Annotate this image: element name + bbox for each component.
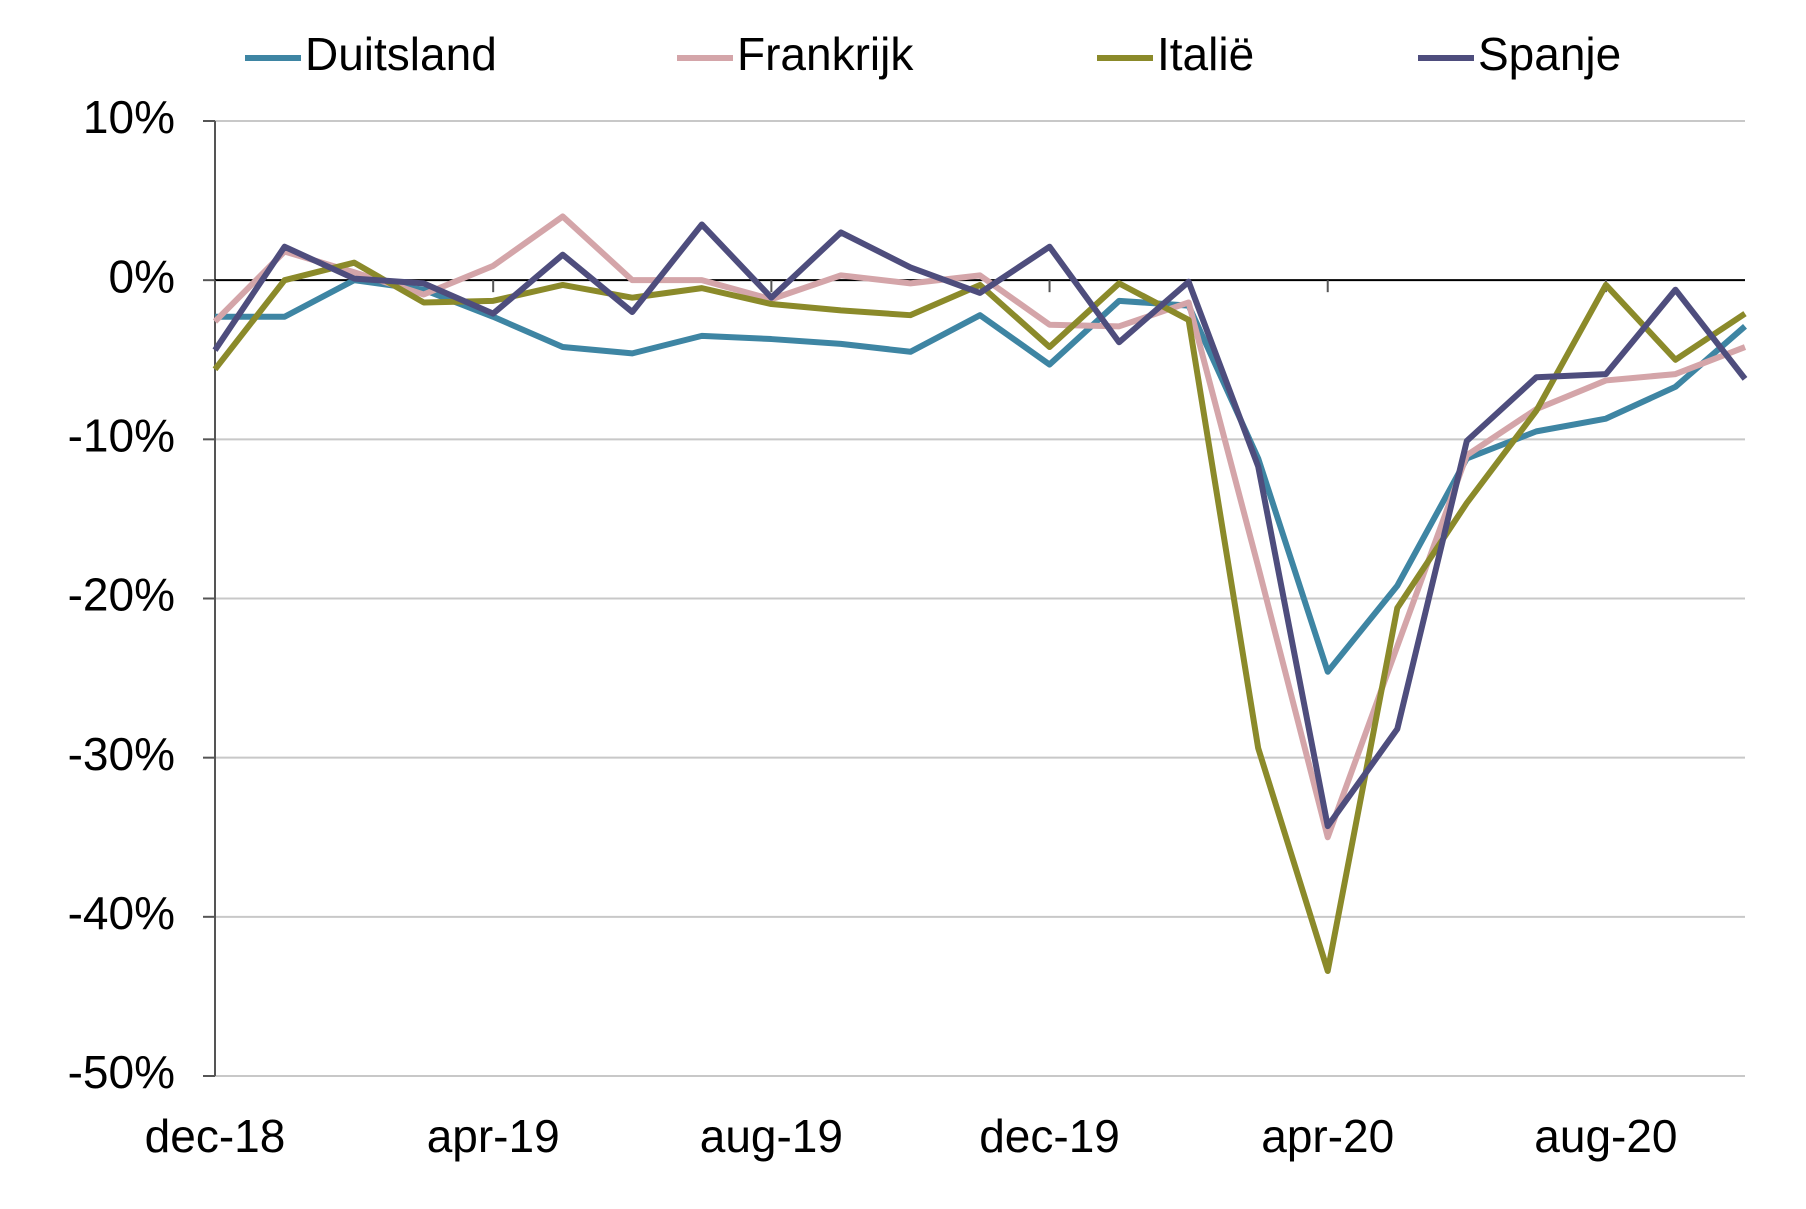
series-line [215, 277, 1747, 675]
legend-label: Italië [1157, 28, 1254, 80]
x-tick-label: apr-19 [427, 1110, 560, 1162]
y-tick-label: -30% [68, 728, 175, 780]
legend-label: Duitsland [305, 28, 497, 80]
x-tick-label: dec-19 [979, 1110, 1120, 1162]
y-tick-label: -20% [68, 569, 175, 621]
x-tick-label: apr-20 [1261, 1110, 1394, 1162]
y-tick-label: 0% [109, 250, 175, 302]
x-tick-label: aug-20 [1534, 1110, 1677, 1162]
legend-label: Frankrijk [737, 28, 914, 80]
x-tick-label: dec-18 [145, 1110, 286, 1162]
y-tick-label: -40% [68, 887, 175, 939]
legend-label: Spanje [1478, 28, 1621, 80]
y-tick-label: -10% [68, 409, 175, 461]
x-tick-label: aug-19 [700, 1110, 843, 1162]
series-line [212, 221, 1748, 830]
y-tick-label: -50% [68, 1046, 175, 1098]
series-line [212, 213, 1747, 841]
series-line [212, 259, 1747, 974]
y-tick-label: 10% [83, 91, 175, 143]
